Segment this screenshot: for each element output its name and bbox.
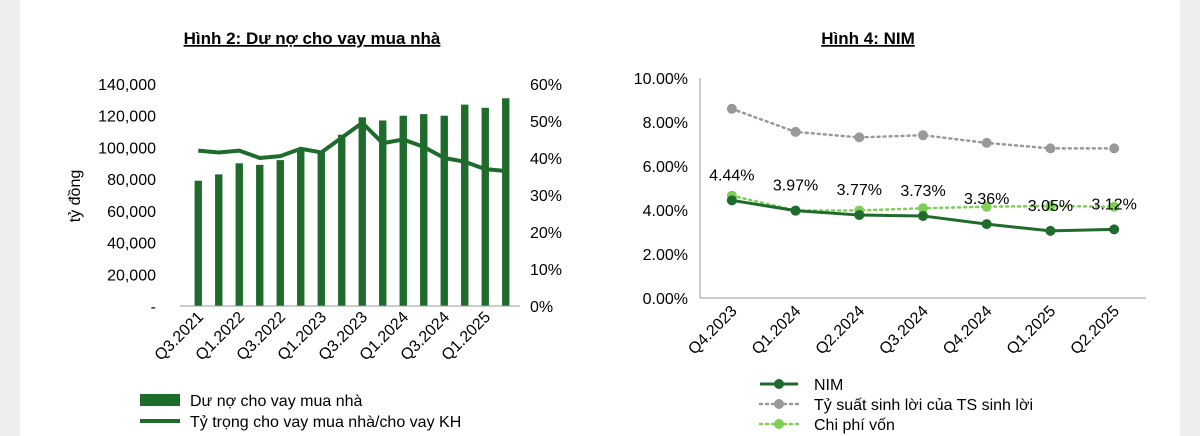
- point-1-Q3.2024: [918, 130, 928, 141]
- y-tick-label: 60,000: [107, 204, 156, 221]
- y2-tick-label: 50%: [530, 114, 562, 131]
- y-tick-label: 120,000: [98, 109, 156, 126]
- x-tick-label: Q3.2024: [876, 303, 931, 358]
- legend-bar-swatch: [140, 394, 180, 406]
- point-2-Q2.2025: [1109, 201, 1120, 212]
- y-tick-label: 80,000: [107, 172, 156, 189]
- y2-axis-ticks: 0% 10% 20% 30% 40% 50% 60%: [530, 77, 562, 316]
- legend-swatch-marker: [774, 379, 784, 389]
- x-tick-label: Q2.2025: [1068, 303, 1123, 358]
- bar-Q4.2021: [215, 174, 223, 306]
- bar-Q4.2024: [461, 104, 469, 306]
- legend-bar-label: Dư nợ cho vay mua nhà: [190, 393, 363, 410]
- y2-tick-label: 0%: [530, 299, 553, 316]
- x-tick-label: Q2.2024: [813, 303, 868, 358]
- point-0-Q2.2025: [1109, 224, 1120, 235]
- nim-data-label: 3.73%: [900, 183, 945, 200]
- bar-Q3.2021: [194, 180, 202, 306]
- legend-swatch-marker: [774, 399, 784, 409]
- nim-data-label: 3.05%: [1028, 198, 1073, 215]
- y2-tick-label: 30%: [530, 188, 562, 205]
- y2-tick-label: 20%: [530, 225, 562, 242]
- bar-Q1.2022: [235, 163, 243, 306]
- bar-Q3.2023: [358, 117, 366, 306]
- y-tick-label: 0.00%: [643, 291, 688, 308]
- y2-tick-label: 40%: [530, 151, 562, 168]
- bar-Q3.2022: [276, 160, 284, 306]
- legend: NIM Tỷ suất sinh lời của TS sinh lời Chi p…: [758, 377, 1033, 434]
- point-0-Q4.2023: [726, 195, 737, 206]
- point-1-Q4.2024: [981, 137, 992, 148]
- nim-data-label: 3.77%: [837, 182, 882, 199]
- right-margin-strip: [1180, 0, 1200, 436]
- point-1-Q2.2024: [854, 132, 865, 143]
- point-0-Q1.2025: [1045, 225, 1056, 236]
- chart-title: Hình 4: NIM: [821, 29, 915, 48]
- line-series: [726, 103, 1120, 236]
- point-1-Q4.2023: [726, 103, 737, 114]
- y-tick-label: 20,000: [107, 267, 156, 284]
- bar-Q4.2023: [379, 120, 387, 306]
- bar-Q4.2022: [297, 150, 305, 306]
- point-0-Q3.2024: [918, 210, 928, 221]
- bar-Q2.2023: [338, 134, 346, 306]
- y-tick-label: 4.00%: [643, 203, 688, 220]
- legend-line-label: Tỷ trọng cho vay mua nhà/cho vay KH: [190, 414, 461, 431]
- point-1-Q1.2024: [790, 126, 801, 137]
- bar-Q1.2024: [399, 115, 407, 306]
- x-tick-label: Q1.2025: [1004, 303, 1059, 358]
- x-tick-label: Q4.2024: [940, 303, 995, 358]
- y-axis-ticks: 0.00% 2.00% 4.00% 6.00% 8.00% 10.00%: [634, 71, 688, 308]
- y-axis-ticks: - 20,000 40,000 60,000 80,000 100,000 120,000 1…: [98, 77, 156, 316]
- x-tick-label: Q1.2024: [749, 303, 804, 358]
- nim-data-label: 3.36%: [964, 191, 1009, 208]
- point-2-Q3.2024: [918, 203, 928, 214]
- left-margin-strip: [0, 0, 20, 436]
- bar-Q1.2023: [317, 152, 325, 306]
- x-tick-label: Q4.2023: [685, 303, 740, 358]
- point-0-Q1.2024: [790, 205, 801, 216]
- y-tick-label: 8.00%: [643, 115, 688, 132]
- legend-label: Tỷ suất sinh lời của TS sinh lời: [814, 397, 1033, 414]
- bar-series: [194, 98, 510, 307]
- home-loan-chart: Hình 2: Dư nợ cho vay mua nhà tỷ đồng - 2…: [67, 29, 562, 431]
- y-tick-label: 40,000: [107, 236, 156, 253]
- series-line-1: [730, 107, 1116, 150]
- point-0-Q2.2024: [854, 210, 865, 221]
- point-2-Q4.2024: [981, 201, 992, 212]
- nim-data-label: 3.12%: [1091, 196, 1136, 213]
- data-labels: 4.44% 3.97% 3.77% 3.73% 3.36% 3.05% 3.12%: [709, 167, 1137, 215]
- point-1-Q2.2025: [1109, 143, 1120, 154]
- y-tick-label: 6.00%: [643, 159, 688, 176]
- y-tick-label: 100,000: [98, 140, 156, 157]
- x-axis-ticks: Q4.2023 Q1.2024 Q2.2024 Q3.2024 Q4.2024 Q1.20…: [685, 303, 1123, 358]
- y-tick-label: -: [151, 299, 156, 316]
- bar-Q2.2022: [256, 164, 264, 306]
- y-axis-label: tỷ đồng: [67, 170, 84, 222]
- legend-label: NIM: [814, 377, 843, 394]
- point-2-Q1.2025: [1045, 201, 1056, 212]
- share-line: [198, 120, 506, 173]
- nim-chart: Hình 4: NIM 0.00% 2.00% 4.00% 6.00% 8.00% 10.…: [634, 29, 1146, 434]
- bar-Q2.2025: [502, 98, 510, 307]
- nim-data-label: 4.44%: [709, 167, 754, 184]
- y-tick-label: 10.00%: [634, 71, 688, 88]
- point-0-Q4.2024: [981, 219, 992, 230]
- bar-Q2.2024: [420, 114, 428, 306]
- y2-tick-label: 60%: [530, 77, 562, 94]
- legend-label: Chi phí vốn: [814, 417, 895, 434]
- bar-Q3.2024: [440, 115, 448, 306]
- legend-swatch-marker: [774, 419, 784, 429]
- x-axis-ticks: Q3.2021Q1.2022Q3.2022Q1.2023Q3.2023Q1.20…: [152, 309, 494, 364]
- y-tick-label: 140,000: [98, 77, 156, 94]
- point-1-Q1.2025: [1045, 143, 1056, 154]
- nim-data-label: 3.97%: [773, 178, 818, 195]
- y2-tick-label: 10%: [530, 262, 562, 279]
- y-tick-label: 2.00%: [643, 247, 688, 264]
- bar-Q1.2025: [481, 107, 489, 307]
- chart-title: Hình 2: Dư nợ cho vay mua nhà: [184, 29, 441, 48]
